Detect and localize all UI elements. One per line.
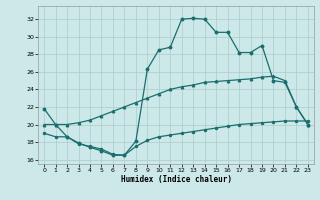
- X-axis label: Humidex (Indice chaleur): Humidex (Indice chaleur): [121, 175, 231, 184]
